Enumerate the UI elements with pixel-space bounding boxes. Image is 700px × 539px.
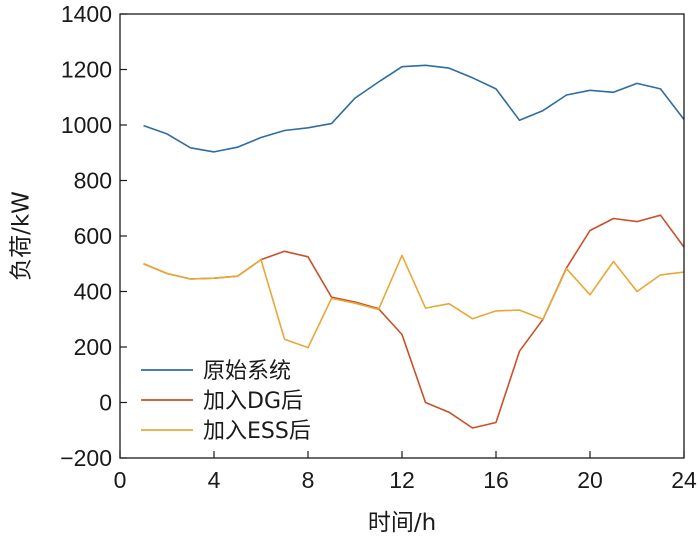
x-tick-label: 0 (114, 467, 127, 493)
y-tick-label: 200 (74, 334, 112, 360)
y-axis-label: 负荷/kW (9, 191, 35, 281)
y-tick-label: 1000 (61, 112, 112, 138)
legend-label-2: 加入DG后 (203, 389, 303, 414)
y-tick-label: 0 (99, 390, 112, 416)
x-tick-label: 12 (389, 467, 415, 493)
y-tick-label: 1400 (61, 1, 112, 27)
series-line-3 (143, 254, 685, 349)
x-tick-label: 4 (208, 467, 221, 493)
series-layer (143, 64, 685, 429)
legend-label-1: 原始系统 (203, 359, 291, 384)
y-tick-label: 600 (74, 223, 112, 249)
y-tick-label: 1200 (61, 57, 112, 83)
y-tick-label: −200 (60, 445, 112, 471)
y-tick-label: 400 (74, 279, 112, 305)
x-axis-label: 时间/h (368, 510, 436, 536)
x-tick-label: 16 (483, 467, 509, 493)
x-tick-label: 24 (671, 467, 697, 493)
y-tick-label: 800 (74, 168, 112, 194)
x-tick-label: 8 (302, 467, 315, 493)
series-line-1 (143, 64, 685, 153)
x-tick-label: 20 (577, 467, 603, 493)
legend-label-3: 加入ESS后 (203, 419, 311, 444)
